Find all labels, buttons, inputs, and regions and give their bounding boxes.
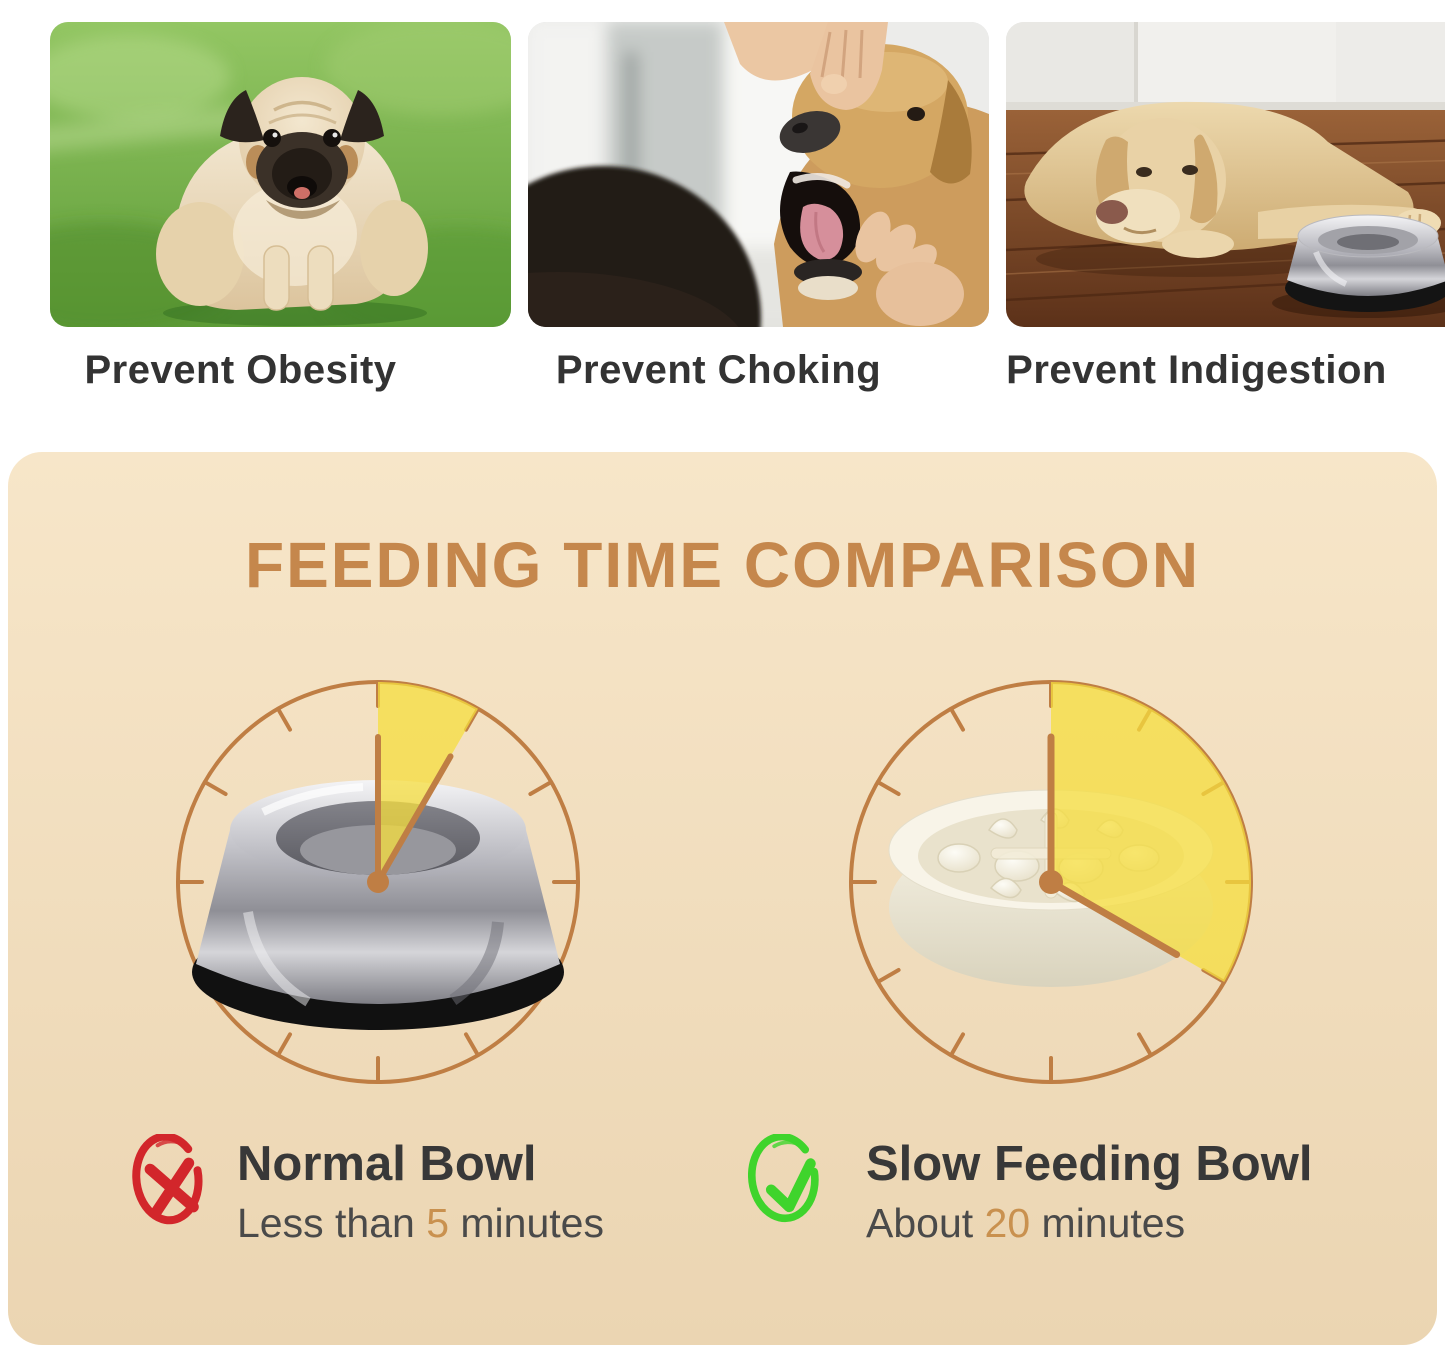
person xyxy=(528,22,964,327)
caption-prevent-choking: Prevent Choking xyxy=(555,348,882,392)
minutes-value: 20 xyxy=(984,1200,1031,1246)
clock-hands xyxy=(1047,733,1181,958)
clock-center-dot xyxy=(1039,870,1063,894)
cross-icon xyxy=(132,1134,203,1225)
slow-bowl-name: Slow Feeding Bowl xyxy=(866,1137,1313,1191)
photo-prevent-indigestion xyxy=(1006,22,1445,327)
steel-bowl-small xyxy=(1272,214,1445,318)
time-wedge-5min xyxy=(378,682,478,882)
caption-prevent-obesity: Prevent Obesity xyxy=(84,348,397,392)
minutes-value: 5 xyxy=(426,1200,449,1246)
comparison-title: FEEDING TIME COMPARISON xyxy=(244,529,1201,601)
slow-bowl-block: Slow Feeding Bowl About 20 minutes xyxy=(866,1136,1312,1248)
lab-bowl-illustration xyxy=(1006,22,1445,327)
pug-illustration xyxy=(50,22,511,327)
slow-bowl-time: About 20 minutes xyxy=(866,1200,1186,1246)
clock-hands xyxy=(375,734,454,885)
pug-dog xyxy=(156,77,428,311)
clock-center-dot xyxy=(367,871,389,893)
clock-slow-feeder xyxy=(849,680,1253,1084)
normal-bowl-name: Normal Bowl xyxy=(237,1137,537,1191)
caption-prevent-indigestion: Prevent Indigestion xyxy=(1006,348,1387,392)
labrador-dog xyxy=(1024,101,1441,258)
check-icon xyxy=(748,1134,819,1223)
photo-prevent-obesity xyxy=(50,22,511,327)
normal-bowl-time: Less than 5 minutes xyxy=(237,1200,604,1246)
clock-normal-bowl xyxy=(176,680,580,1084)
mouth-check-illustration xyxy=(528,22,989,327)
photo-prevent-choking xyxy=(528,22,989,327)
normal-bowl-block: Normal Bowl Less than 5 minutes xyxy=(237,1136,604,1248)
steel-bowl xyxy=(192,780,564,1030)
